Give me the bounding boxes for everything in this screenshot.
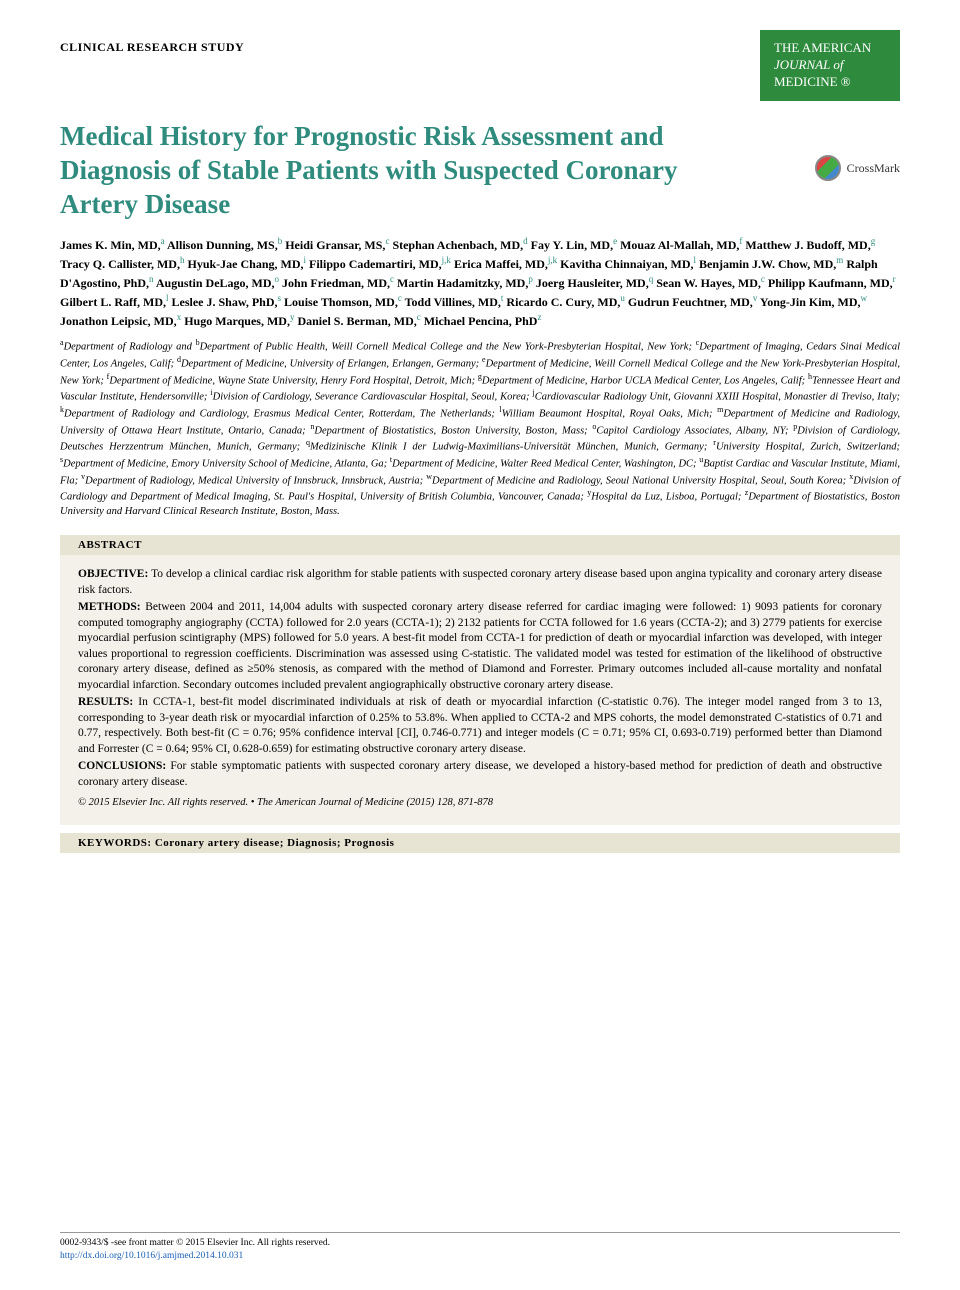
objective-label: OBJECTIVE: — [78, 568, 148, 580]
journal-badge: THE AMERICAN JOURNAL of MEDICINE ® — [760, 30, 900, 101]
keywords-body: KEYWORDS: Coronary artery disease; Diagn… — [60, 833, 900, 853]
journal-line1: THE AMERICAN — [774, 40, 886, 57]
keywords-text: Coronary artery disease; Diagnosis; Prog… — [152, 837, 395, 849]
conclusions-label: CONCLUSIONS: — [78, 760, 166, 772]
conclusions-text: For stable symptomatic patients with sus… — [78, 760, 882, 788]
crossmark-widget[interactable]: CrossMark — [815, 155, 900, 181]
objective-text: To develop a clinical cardiac risk algor… — [78, 568, 882, 596]
abstract-body: OBJECTIVE: To develop a clinical cardiac… — [60, 555, 900, 824]
keywords-box: KEYWORDS: Coronary artery disease; Diagn… — [60, 833, 900, 853]
journal-line2: JOURNAL of — [774, 57, 886, 74]
journal-line3: MEDICINE ® — [774, 74, 886, 91]
copyright-line: © 2015 Elsevier Inc. All rights reserved… — [78, 796, 882, 810]
affiliations: aDepartment of Radiology and bDepartment… — [60, 338, 900, 519]
footer: 0002-9343/$ -see front matter © 2015 Els… — [60, 1232, 900, 1262]
results-label: RESULTS: — [78, 696, 133, 708]
results-text: In CCTA-1, best-fit model discriminated … — [78, 696, 882, 755]
crossmark-label: CrossMark — [847, 161, 900, 176]
footer-doi-link[interactable]: http://dx.doi.org/10.1016/j.amjmed.2014.… — [60, 1251, 243, 1261]
footer-issn: 0002-9343/$ -see front matter © 2015 Els… — [60, 1237, 900, 1249]
abstract-header: ABSTRACT — [60, 535, 900, 555]
keywords-label: KEYWORDS: — [78, 837, 152, 849]
abstract-box: ABSTRACT OBJECTIVE: To develop a clinica… — [60, 535, 900, 824]
article-title: Medical History for Prognostic Risk Asse… — [60, 120, 760, 221]
methods-text: Between 2004 and 2011, 14,004 adults wit… — [78, 601, 882, 691]
authors-list: James K. Min, MD,a Allison Dunning, MS,b… — [60, 235, 900, 330]
methods-label: METHODS: — [78, 601, 141, 613]
crossmark-icon — [815, 155, 841, 181]
